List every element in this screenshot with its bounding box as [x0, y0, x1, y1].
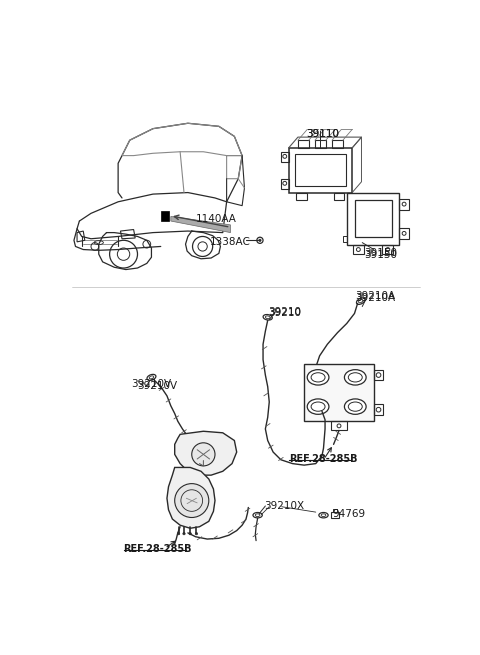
Text: 39110: 39110 — [306, 128, 339, 139]
Circle shape — [192, 443, 215, 466]
Text: 39210V: 39210V — [132, 379, 171, 389]
Polygon shape — [304, 364, 374, 421]
Ellipse shape — [307, 399, 329, 415]
Ellipse shape — [345, 369, 366, 385]
Text: 1338AC: 1338AC — [210, 237, 251, 247]
Circle shape — [259, 239, 261, 242]
Polygon shape — [175, 431, 237, 475]
Text: REF.28-285B: REF.28-285B — [288, 455, 357, 464]
Text: 94769: 94769 — [333, 509, 366, 519]
Text: 39150: 39150 — [364, 250, 397, 259]
Text: 39110: 39110 — [306, 128, 339, 139]
Text: 39150: 39150 — [364, 248, 397, 258]
Circle shape — [183, 533, 185, 535]
Text: 39210V: 39210V — [137, 381, 178, 391]
Ellipse shape — [307, 369, 329, 385]
Polygon shape — [171, 216, 230, 233]
Polygon shape — [167, 468, 215, 529]
Text: 39210A: 39210A — [355, 291, 396, 301]
Text: 39210A: 39210A — [355, 293, 396, 303]
Text: 39210X: 39210X — [264, 501, 304, 512]
Circle shape — [175, 483, 209, 517]
Ellipse shape — [345, 399, 366, 415]
Polygon shape — [161, 211, 168, 221]
Text: 39210: 39210 — [268, 308, 300, 318]
Circle shape — [195, 533, 198, 535]
Circle shape — [178, 533, 180, 535]
Text: 39210: 39210 — [268, 307, 300, 317]
Text: REF.28-285B: REF.28-285B — [123, 544, 192, 554]
Text: 1140AA: 1140AA — [196, 214, 237, 224]
Circle shape — [189, 533, 192, 535]
